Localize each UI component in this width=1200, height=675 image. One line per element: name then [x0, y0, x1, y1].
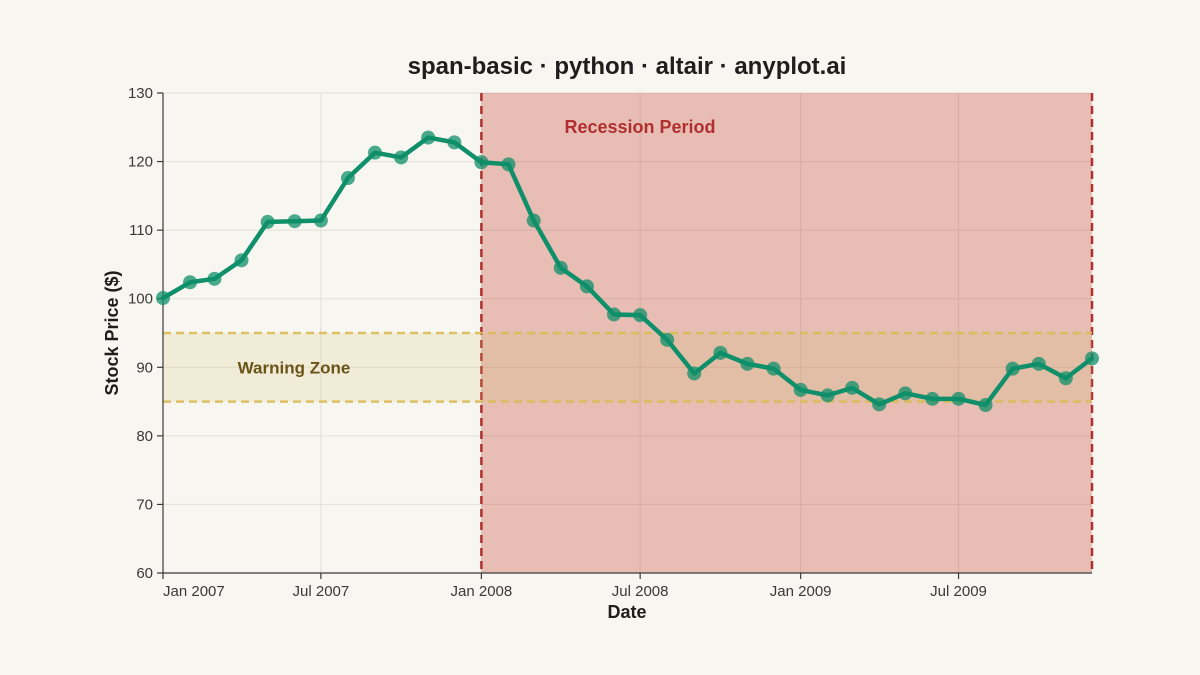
x-tick-label: Jul 2009: [930, 583, 987, 600]
chart-title: span-basic · python · altair · anyplot.a…: [408, 53, 847, 80]
y-tick-label: 130: [128, 85, 153, 102]
y-tick-label: 90: [136, 359, 153, 376]
data-point: [474, 155, 489, 170]
data-point: [1058, 371, 1073, 386]
y-tick-label: 60: [136, 565, 153, 582]
x-tick-label: Jan 2009: [770, 583, 832, 600]
data-point: [579, 279, 594, 294]
data-point: [793, 382, 808, 397]
y-tick-label: 80: [136, 428, 153, 445]
labels: span-basic · python · altair · anyplot.a…: [102, 53, 846, 622]
series: [156, 130, 1099, 412]
data-point: [447, 135, 462, 150]
data-point: [660, 332, 675, 347]
data-point: [1031, 356, 1046, 371]
data-point: [633, 308, 648, 323]
x-axis-title: Date: [607, 602, 646, 622]
data-point: [1085, 351, 1099, 366]
y-tick-label: 100: [128, 291, 153, 308]
data-point: [687, 366, 702, 381]
data-point: [526, 213, 541, 228]
data-point: [766, 361, 781, 376]
data-point: [421, 130, 436, 145]
data-point: [872, 397, 887, 412]
data-point: [713, 345, 728, 360]
data-point: [820, 388, 835, 403]
y-axis-title: Stock Price ($): [102, 270, 122, 395]
data-point: [394, 150, 409, 165]
x-tick-label: Jul 2008: [612, 583, 669, 600]
spans: [163, 93, 1094, 573]
data-point: [740, 356, 755, 371]
recession-period-label: Recession Period: [564, 117, 715, 137]
data-point: [340, 171, 355, 186]
data-point: [978, 398, 993, 412]
x-tick-label: Jan 2007: [163, 583, 225, 600]
x-tick-label: Jan 2008: [451, 583, 513, 600]
warning-zone-label: Warning Zone: [238, 358, 351, 377]
data-point: [501, 157, 516, 172]
data-point: [156, 291, 170, 306]
data-point: [313, 213, 328, 228]
data-point: [898, 386, 913, 401]
warning-zone-band: [163, 333, 1092, 402]
data-point: [287, 214, 302, 229]
data-point: [183, 275, 198, 290]
y-tick-label: 110: [129, 222, 153, 239]
axes: 60 70 80 90 100 110 120 130 Jan 2007 Jul 2007 Jan …: [128, 85, 1092, 600]
data-point: [845, 380, 860, 395]
data-point: [367, 145, 382, 160]
x-tick-label: Jul 2007: [293, 583, 350, 600]
data-point: [1005, 361, 1020, 376]
data-point: [925, 391, 940, 406]
data-point: [207, 271, 222, 286]
data-point: [234, 253, 249, 268]
data-point: [553, 260, 568, 275]
data-point: [951, 391, 966, 406]
y-tick-label: 70: [136, 496, 153, 513]
data-point: [260, 214, 275, 229]
data-point: [606, 307, 621, 322]
y-tick-label: 120: [128, 154, 153, 171]
